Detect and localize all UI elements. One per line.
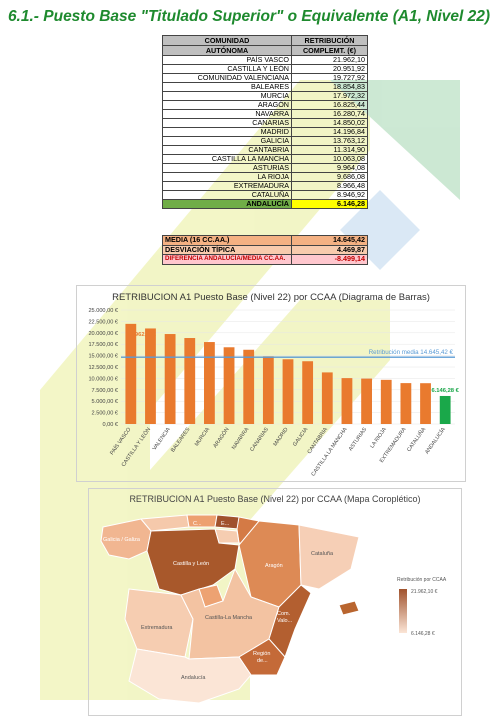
choropleth-map: RETRIBUCION A1 Puesto Base (Nivel 22) po… xyxy=(88,488,462,716)
bar-chart-svg: 0,00 € 2.500,00 € 5.000,00 € 7.500,00 € 10.0… xyxy=(88,308,459,478)
mean-label: Retribución media 14.645,42 € xyxy=(369,349,454,356)
y-tick-label: 5.000,00 € xyxy=(92,399,119,405)
data-label-max: 21.962,10€ xyxy=(127,332,157,338)
y-tick-label: 25.000,00 € xyxy=(88,308,118,314)
y-tick-label: 10.000,00 € xyxy=(88,376,118,382)
chart-title: RETRIBUCION A1 Puesto Base (Nivel 22) po… xyxy=(112,292,430,303)
legend-title: Retribución por CCAA xyxy=(397,577,447,583)
bar xyxy=(184,338,196,424)
map-label-murcia-2: de... xyxy=(257,658,268,664)
legend-min: 6.146,28 € xyxy=(411,631,435,637)
region-baleares xyxy=(338,600,360,616)
map-label-pais-vasco: E... xyxy=(221,521,230,527)
x-tick-label: BALEARES xyxy=(170,426,191,453)
map-svg: Galicia / Galiza Castilla y León Aragón … xyxy=(100,514,447,704)
bar xyxy=(282,359,294,424)
y-tick-label: 22.500,00 € xyxy=(88,319,118,325)
x-tick-label: MADRID xyxy=(273,427,290,448)
table-cell-region: ANDALUCÍA xyxy=(162,199,292,209)
region-cantabria xyxy=(186,514,218,528)
map-label-aragon: Aragón xyxy=(265,563,283,569)
legend-gradient xyxy=(399,589,407,633)
region-cataluna xyxy=(298,524,360,590)
bar xyxy=(420,383,431,424)
x-tick-label: NAVARRA xyxy=(231,426,251,450)
bar xyxy=(341,378,353,424)
page-title: 6.1.- Puesto Base "Titulado Superior" o … xyxy=(7,8,491,25)
x-tick-label: MURCIA xyxy=(194,426,211,447)
header-value: RETRIBUCIÓN xyxy=(291,35,368,46)
map-label-cantabria: C... xyxy=(193,521,202,527)
header-region: COMUNIDAD xyxy=(162,35,292,46)
x-tick-label: VALENCIA xyxy=(152,426,172,451)
bar xyxy=(439,395,451,424)
map-label-castilla-leon: Castilla y León xyxy=(173,561,209,567)
map-label-cataluna: Cataluña xyxy=(311,551,334,557)
legend-max: 21.962,10 € xyxy=(411,589,438,595)
y-tick-label: 20.000,00 € xyxy=(88,331,118,337)
x-tick-label: CANARIAS xyxy=(249,426,270,452)
map-label-andalucia: Andalucía xyxy=(181,675,206,681)
bar xyxy=(302,361,314,424)
x-tick-label: CATALUÑA xyxy=(405,426,427,453)
x-tick-label: GALICIA xyxy=(292,426,309,447)
table-row: ANDALUCÍA 6.146,28 xyxy=(162,199,368,209)
bar xyxy=(164,334,176,424)
x-tick-label: LA RIOJA xyxy=(369,426,388,449)
bar xyxy=(145,328,156,424)
region-clm xyxy=(180,567,280,660)
table-header-row: COMUNIDAD RETRIBUCIÓN xyxy=(162,35,368,46)
summary-table: MEDIA (16 CC.AA.) 14.645,42 DESVIACIÓN TÍP… xyxy=(162,235,368,265)
bar-chart: RETRIBUCION A1 Puesto Base (Nivel 22) po… xyxy=(76,285,466,482)
header-value: COMPLEMT. (€) xyxy=(291,45,368,56)
region-andalucia xyxy=(128,648,252,704)
bar xyxy=(204,342,215,424)
bar xyxy=(400,383,412,424)
summary-value: -8.499,14 xyxy=(291,254,368,265)
y-tick-label: 2.500,00 € xyxy=(92,411,119,417)
y-tick-label: 0,00 € xyxy=(102,422,118,428)
summary-label: DESVIACIÓN TÍPICA xyxy=(162,244,292,255)
table-cell-value: 6.146,28 xyxy=(291,199,368,209)
x-tick-label: ASTURIAS xyxy=(348,426,369,452)
map-label-clm: Castilla-La Mancha xyxy=(205,615,253,621)
bar xyxy=(243,349,255,424)
bar xyxy=(361,378,372,424)
map-label-galicia: Galicia / Galiza xyxy=(103,537,141,543)
bar xyxy=(223,347,235,424)
map-label-valencia-2: Valo... xyxy=(277,618,293,624)
summary-label: DIFERENCIA ANDALUCÍA/MEDIA CC.AA. xyxy=(162,254,292,265)
table-header-row: AUTÓNOMA COMPLEMT. (€) xyxy=(162,45,368,56)
map-label-valencia-1: Com. xyxy=(277,611,291,617)
retribution-table: COMUNIDAD RETRIBUCIÓN AUTÓNOMA COMPLEMT.… xyxy=(162,35,368,209)
y-tick-label: 17.500,00 € xyxy=(88,342,118,348)
data-label-min: 6.146,28 € xyxy=(431,388,459,394)
map-title: RETRIBUCION A1 Puesto Base (Nivel 22) po… xyxy=(129,494,421,504)
bar xyxy=(262,356,274,424)
summary-label: MEDIA (16 CC.AA.) xyxy=(162,235,292,246)
summary-row: DIFERENCIA ANDALUCÍA/MEDIA CC.AA. -8.499,… xyxy=(162,254,368,265)
bar xyxy=(321,372,333,424)
bar xyxy=(380,379,392,424)
summary-row: MEDIA (16 CC.AA.) 14.645,42 xyxy=(162,235,368,246)
header-region: AUTÓNOMA xyxy=(162,45,292,56)
y-tick-label: 7.500,00 € xyxy=(92,388,119,394)
summary-value: 14.645,42 xyxy=(291,235,368,246)
x-tick-label: CASTILLA LA MANCHA xyxy=(310,426,348,477)
map-label-extremadura: Extremadura xyxy=(141,625,173,631)
region-castilla-leon xyxy=(146,528,240,596)
map-label-murcia-1: Región xyxy=(253,651,270,657)
y-tick-label: 15.000,00 € xyxy=(88,354,118,360)
x-tick-label: ARAGÓN xyxy=(212,426,231,449)
bar xyxy=(125,323,137,424)
y-tick-label: 12.500,00 € xyxy=(88,365,118,371)
